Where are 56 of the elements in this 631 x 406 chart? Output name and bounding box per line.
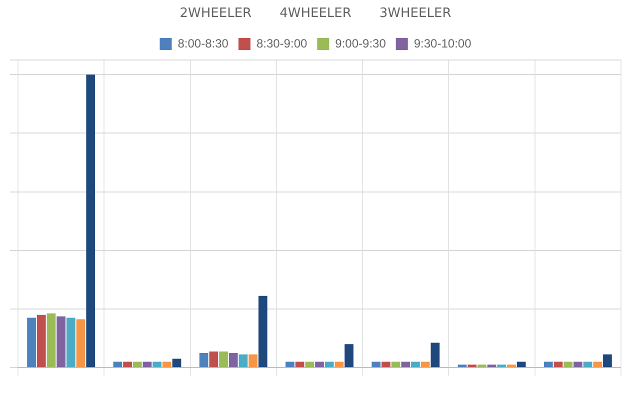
bar xyxy=(152,362,162,368)
bar xyxy=(86,74,96,368)
bar xyxy=(46,313,56,368)
bar xyxy=(401,362,410,368)
bar xyxy=(516,362,526,368)
bar xyxy=(162,362,172,368)
bar xyxy=(583,362,592,368)
legend-label: 9:00-9:30 xyxy=(335,36,386,50)
bar xyxy=(295,362,304,368)
text: 3WHEELER xyxy=(379,6,452,21)
bar xyxy=(36,314,46,368)
bar xyxy=(544,362,553,368)
bar xyxy=(574,362,582,368)
text: 2WHEELER xyxy=(180,6,252,21)
bar xyxy=(172,358,182,368)
bar xyxy=(27,318,36,368)
bar xyxy=(468,364,477,368)
bar xyxy=(554,362,563,368)
bar xyxy=(305,362,314,368)
legend-label: 9:30-10:00 xyxy=(414,36,472,50)
bar xyxy=(334,362,344,368)
bar xyxy=(66,318,76,368)
bar xyxy=(56,316,66,368)
bar xyxy=(123,362,132,368)
legend-label: 8:00-8:30 xyxy=(178,36,229,50)
bar xyxy=(391,362,400,368)
bar xyxy=(209,351,218,368)
bar xyxy=(458,364,467,368)
bar xyxy=(430,342,440,368)
bar xyxy=(258,296,268,368)
bar xyxy=(420,362,430,368)
bar xyxy=(344,344,354,368)
legend-label: 8:30-9:00 xyxy=(256,36,308,50)
bar xyxy=(248,354,258,368)
bar xyxy=(132,362,142,368)
bar xyxy=(487,364,496,368)
bar xyxy=(238,354,248,368)
bar xyxy=(286,362,294,368)
bar xyxy=(382,362,390,368)
bar xyxy=(372,362,381,368)
bar xyxy=(507,364,516,368)
bar xyxy=(497,364,506,368)
bar xyxy=(324,362,334,368)
bar xyxy=(564,362,573,368)
bar xyxy=(219,351,228,368)
bar xyxy=(113,362,122,368)
bar xyxy=(76,319,86,368)
text: 4WHEELER xyxy=(280,6,352,21)
bar xyxy=(478,364,486,368)
bar xyxy=(411,362,420,368)
bar xyxy=(228,352,238,368)
bar xyxy=(603,354,612,368)
bar xyxy=(593,362,602,368)
bar xyxy=(199,352,208,368)
bar xyxy=(142,362,152,368)
bar xyxy=(315,362,324,368)
